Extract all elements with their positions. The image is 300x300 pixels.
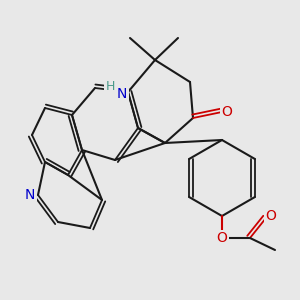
Text: N: N xyxy=(117,87,127,101)
Text: N: N xyxy=(25,188,35,202)
Text: H: H xyxy=(105,80,115,94)
Text: O: O xyxy=(217,231,227,245)
Text: O: O xyxy=(266,209,276,223)
Text: O: O xyxy=(222,105,232,119)
